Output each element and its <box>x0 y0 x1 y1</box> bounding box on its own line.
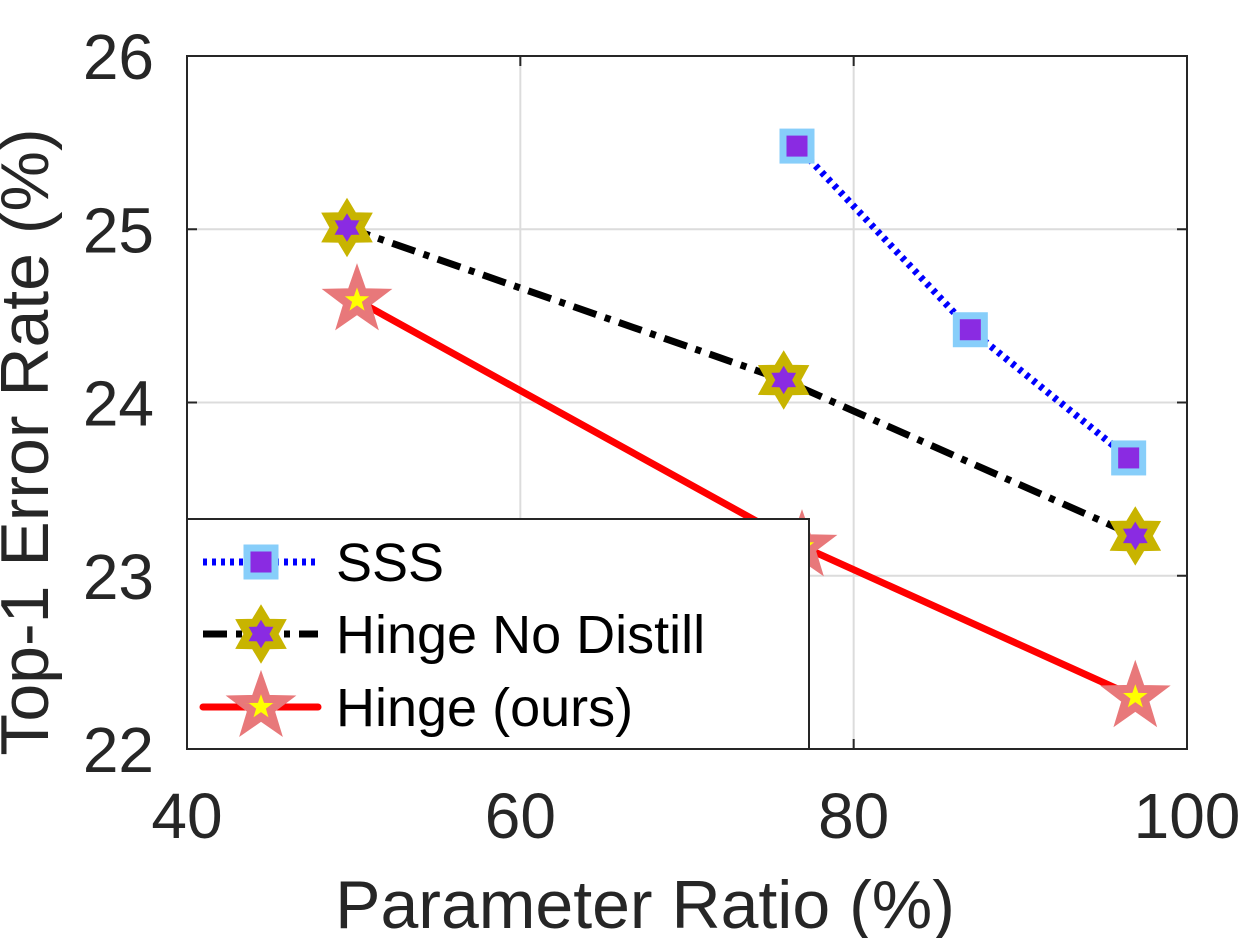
y-tick-label: 24 <box>83 368 154 440</box>
y-tick-label: 22 <box>83 714 154 786</box>
legend-box <box>186 518 810 750</box>
legend-marker-3 <box>225 669 297 738</box>
x-tick-label: 80 <box>818 780 889 852</box>
data-point-3-1 <box>321 263 393 331</box>
legend-items: SSS Hinge No Distill Hinge (ours) <box>199 533 705 738</box>
y-axis-title: Top-1 Error Rate (%) <box>0 128 63 755</box>
data-point-1-2 <box>952 312 988 348</box>
y-tick-label: 25 <box>83 194 154 266</box>
legend-marker-1 <box>243 544 279 580</box>
data-point-1-3 <box>1111 440 1147 476</box>
data-point-2-2 <box>757 350 810 410</box>
x-tick-label: 40 <box>151 780 222 852</box>
x-tick-label: 60 <box>485 780 556 852</box>
axis-ticks: 40 60 80 100 22 23 24 25 26 <box>83 21 1241 852</box>
data-point-2-3 <box>1109 506 1162 566</box>
y-tick-label: 23 <box>83 541 154 613</box>
series-line-2 <box>345 224 1137 540</box>
data-point-3-3 <box>1100 659 1171 728</box>
legend-marker-2 <box>235 604 287 664</box>
data-point-1-1 <box>779 128 815 164</box>
legend-label-1: SSS <box>336 533 444 593</box>
legend: SSS Hinge No Distill Hinge (ours) <box>186 518 810 750</box>
legend-label-2: Hinge No Distill <box>336 605 705 665</box>
legend-label-3: Hinge (ours) <box>336 678 633 738</box>
x-tick-label: 100 <box>1134 780 1241 852</box>
x-axis-title: Parameter Ratio (%) <box>335 867 955 938</box>
y-tick-label: 26 <box>83 21 154 93</box>
data-point-2-1 <box>321 197 373 258</box>
